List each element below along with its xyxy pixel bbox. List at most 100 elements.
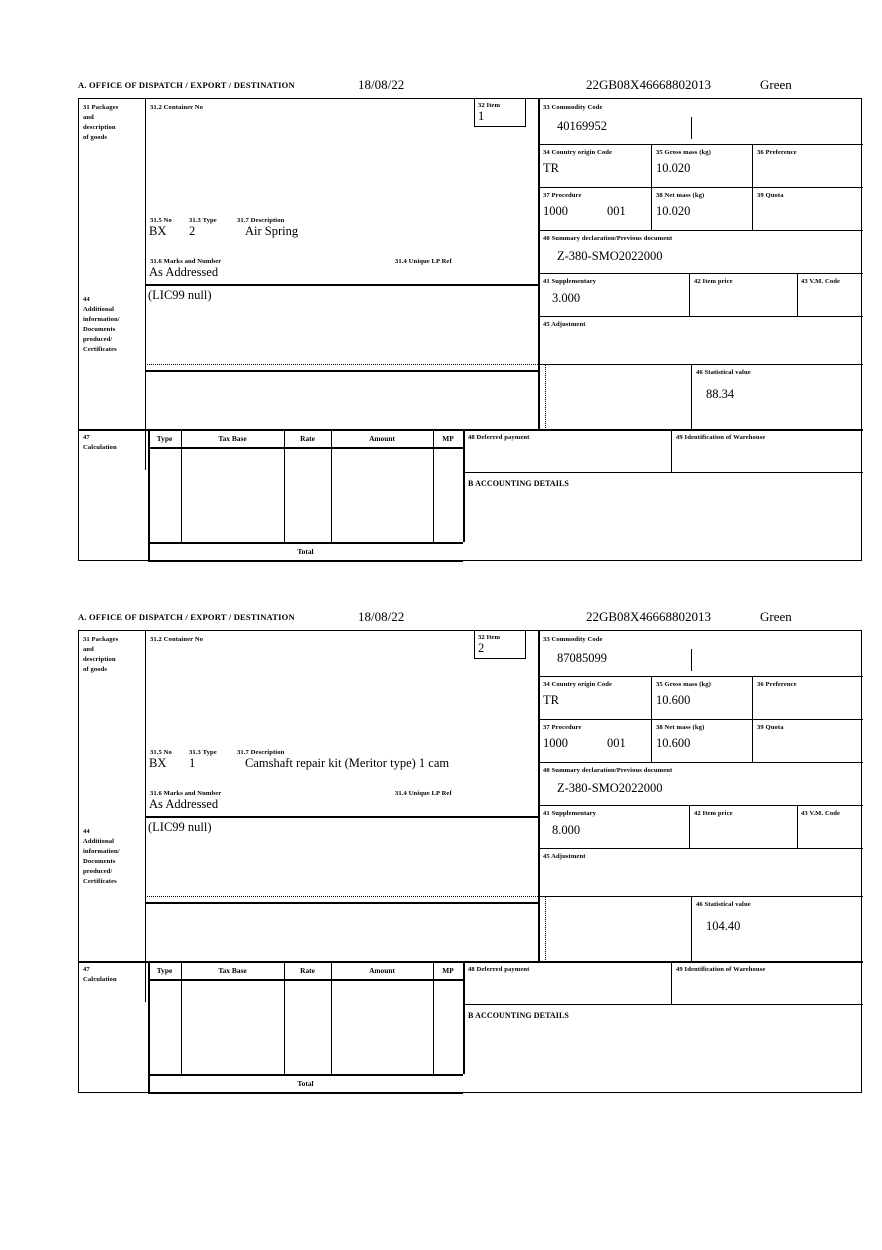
box32-cap-right xyxy=(516,97,527,99)
rule-37-40 xyxy=(538,230,863,232)
box31-label-2-l3: description xyxy=(83,656,116,663)
box41-label: 41 Supplementary xyxy=(543,278,597,285)
calc-border-left xyxy=(148,429,150,562)
box47-label-l2: Calculation xyxy=(83,444,117,451)
net-mass-value: 10.020 xyxy=(656,204,691,218)
packages-type-value-2: 1 xyxy=(189,756,196,770)
calc-divider-type xyxy=(181,429,183,542)
box31-5-label: 31.5 No xyxy=(150,217,172,224)
divider-35-36 xyxy=(752,144,754,230)
rule-48-B xyxy=(463,472,863,474)
box-b-label: B ACCOUNTING DETAILS xyxy=(468,479,569,488)
calc-col-taxbase: Tax Base xyxy=(218,434,247,443)
box44-label-2-l1: 44 xyxy=(83,828,90,835)
item-number-value-2: 2 xyxy=(478,641,485,655)
box43-label-2: 43 V.M. Code xyxy=(801,810,841,817)
box34-label-2: 34 Country origin Code xyxy=(543,681,613,688)
calc-divider-taxbase xyxy=(284,429,286,542)
box31-7-label: 31.7 Description xyxy=(237,217,285,224)
form-body-2: 31 Packages and description of goods 31.… xyxy=(78,629,863,1094)
calc-col-type: Type xyxy=(156,434,173,443)
rule-34-37 xyxy=(538,187,863,189)
rule-box31-sub xyxy=(145,284,538,286)
tick-commodity-code xyxy=(691,117,693,139)
box44-label-2-l3: information/ xyxy=(83,848,120,855)
box44-label-2-l6: Certificates xyxy=(83,878,117,885)
box43-label: 43 V.M. Code xyxy=(801,278,841,285)
procedure-extra-value-2: 001 xyxy=(607,736,626,750)
calc-header-rule-2 xyxy=(148,979,463,981)
box31-2-label: 31.2 Container No xyxy=(150,104,204,111)
box39-label: 39 Quota xyxy=(757,192,784,199)
box34-label: 34 Country origin Code xyxy=(543,149,613,156)
declaration-date-2: 18/08/22 xyxy=(358,609,405,624)
box31-label-2-l2: and xyxy=(83,646,94,653)
rule-48-B-2 xyxy=(463,1004,863,1006)
calc-col-taxbase-2: Tax Base xyxy=(218,966,247,975)
box36-label-2: 36 Preference xyxy=(757,681,797,688)
box31-6-label-2: 31.6 Marks and Number xyxy=(150,790,222,797)
spacer xyxy=(463,429,465,430)
calc-total-label-2: Total xyxy=(297,1079,314,1088)
office-of-dispatch-label: A. OFFICE OF DISPATCH / EXPORT / DESTINA… xyxy=(78,80,295,90)
box46-label: 46 Statistical value xyxy=(696,369,751,376)
calc-divider-rate xyxy=(331,429,333,542)
form-body: 31 Packages and description of goods 31.… xyxy=(78,97,863,562)
statistical-value-2: 104.40 xyxy=(706,919,741,933)
calc-total-rule xyxy=(148,542,463,544)
procedure-extra-value: 001 xyxy=(607,204,626,218)
box31-6-label: 31.6 Marks and Number xyxy=(150,258,222,265)
box47-label-2-l2: Calculation xyxy=(83,976,117,983)
box33-label-2: 33 Commodity Code xyxy=(543,636,603,643)
calc-divider-rate-2 xyxy=(331,961,333,1074)
procedure-value: 1000 xyxy=(543,204,568,218)
box31-5-label-2: 31.5 No xyxy=(150,749,172,756)
gross-mass-value-2: 10.600 xyxy=(656,693,691,707)
calc-divider-type-2 xyxy=(181,961,183,1074)
dotted-divider-45 xyxy=(545,364,546,430)
box44-label-l4: Documents xyxy=(83,326,116,333)
box44-label-l3: information/ xyxy=(83,316,120,323)
box40-label: 40 Summary declaration/Previous document xyxy=(543,235,673,242)
box47-label-2-l1: 47 xyxy=(83,966,90,973)
calc-col-mp: MP xyxy=(442,434,454,443)
dotted-rule-45-2 xyxy=(145,896,692,897)
divider-45-46-2 xyxy=(691,896,693,961)
box44-label-l2: Additional xyxy=(83,306,115,313)
box37-label-2: 37 Procedure xyxy=(543,724,582,731)
calc-col-amount: Amount xyxy=(369,434,395,443)
rule-40-41-2 xyxy=(538,805,863,807)
box31-label-2-l1: 31 Packages xyxy=(83,636,119,643)
rule-box31-bottom-2 xyxy=(145,902,538,904)
box49-label: 49 Identification of Warehouse xyxy=(676,434,766,441)
box32-label: 32 Item xyxy=(478,102,501,109)
rule-box44-bottom-hidden xyxy=(79,429,863,431)
divider-42-43-2 xyxy=(797,805,799,848)
box32-item-2: 32 Item 2 xyxy=(473,629,527,659)
item-number-value: 1 xyxy=(478,109,485,123)
sad-form-item-2: A. OFFICE OF DISPATCH / EXPORT / DESTINA… xyxy=(78,609,863,1094)
box48-label-2: 48 Deferred payment xyxy=(468,966,530,973)
rule-box31-sub-2 xyxy=(145,816,538,818)
box33-label: 33 Commodity Code xyxy=(543,104,603,111)
summary-declaration-value-2: Z-380-SMO2022000 xyxy=(557,781,663,795)
box44-label-l5: produced/ xyxy=(83,336,113,343)
box31-2-label-2: 31.2 Container No xyxy=(150,636,204,643)
rule-33-34-2 xyxy=(538,676,863,678)
packages-type-value: 2 xyxy=(189,224,196,238)
box44-label-l6: Certificates xyxy=(83,346,117,353)
calc-total-rule-2 xyxy=(148,1074,463,1076)
rule-33-34 xyxy=(538,144,863,146)
form-header-2: A. OFFICE OF DISPATCH / EXPORT / DESTINA… xyxy=(78,609,862,630)
box42-label: 42 Item price xyxy=(694,278,733,285)
commodity-code-value: 40169952 xyxy=(557,119,607,133)
divider-35-36-2 xyxy=(752,676,754,762)
box31-3-label-2: 31.3 Type xyxy=(189,749,217,756)
dotted-divider-45-2 xyxy=(545,896,546,962)
additional-information-value-2: (LIC99 null) xyxy=(148,820,212,834)
divider-left-right-halves-2 xyxy=(538,631,540,961)
box44-label-2-l2: Additional xyxy=(83,838,115,845)
calc-col-rate-2: Rate xyxy=(300,966,315,975)
divider-left-right-halves xyxy=(538,99,540,429)
